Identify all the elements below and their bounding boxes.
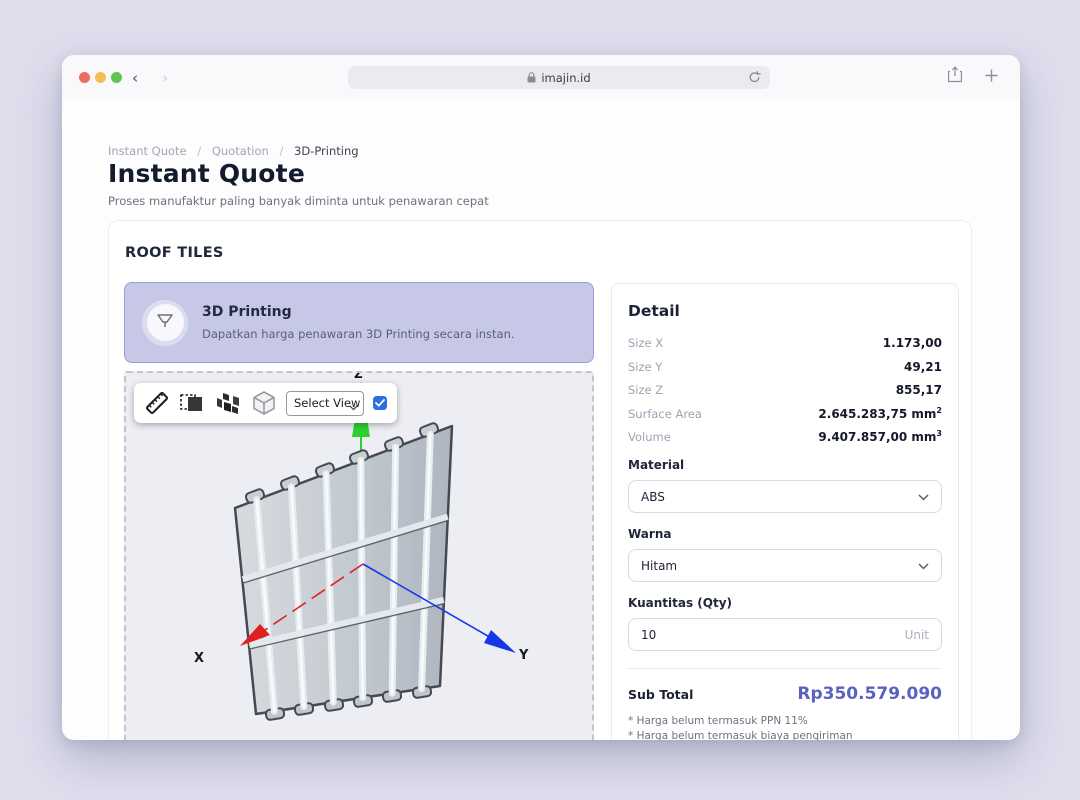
- axes-visibility-checkbox[interactable]: [373, 396, 387, 410]
- process-banner-3d-printing[interactable]: 3D Printing Dapatkan harga penawaran 3D …: [124, 282, 594, 363]
- chevron-down-icon: [349, 400, 358, 414]
- model-canvas[interactable]: Z: [126, 373, 594, 740]
- close-window-button[interactable]: [79, 72, 90, 83]
- svg-text:Z: Z: [354, 373, 363, 381]
- quantity-label: Kuantitas (Qty): [628, 596, 733, 610]
- process-title: 3D Printing: [202, 304, 292, 320]
- color-value: Hitam: [641, 558, 678, 573]
- address-bar[interactable]: imajin.id: [348, 66, 770, 89]
- price-notes: * Harga belum termasuk PPN 11% * Harga b…: [628, 714, 942, 740]
- detail-heading: Detail: [628, 302, 680, 320]
- chevron-down-icon: [918, 490, 929, 504]
- breadcrumb-instant-quote[interactable]: Instant Quote: [108, 144, 187, 158]
- quantity-value: 10: [641, 627, 657, 642]
- maximize-window-button[interactable]: [111, 72, 122, 83]
- detail-row-volume: Volume 9.407.857,00 mm3: [628, 429, 942, 444]
- breadcrumb-quotation[interactable]: Quotation: [211, 144, 269, 158]
- part-name-heading: ROOF TILES: [125, 245, 224, 261]
- detail-panel: Detail Size X 1.173,00 Size Y 49,21 Size…: [611, 283, 959, 740]
- divider: [628, 668, 942, 669]
- printer-nozzle-icon: [156, 311, 174, 335]
- color-select[interactable]: Hitam: [628, 549, 942, 582]
- material-label: Material: [628, 458, 685, 472]
- page-title: Instant Quote: [108, 159, 305, 188]
- quantity-input[interactable]: 10 Unit: [628, 618, 942, 651]
- detail-row-size-x: Size X 1.173,00: [628, 336, 942, 350]
- select-view-dropdown[interactable]: Select View: [286, 390, 364, 416]
- breadcrumb-separator: /: [279, 144, 284, 158]
- quote-card: ROOF TILES 3D Printing Dapatkan harga pe…: [108, 220, 972, 740]
- url-text: imajin.id: [541, 70, 591, 85]
- material-value: ABS: [641, 489, 665, 504]
- back-button[interactable]: ‹: [132, 69, 139, 87]
- chevron-down-icon: [918, 559, 929, 573]
- subtotal-value: Rp350.579.090: [797, 684, 942, 704]
- detail-row-size-y: Size Y 49,21: [628, 359, 942, 374]
- lock-icon: [527, 72, 536, 83]
- svg-text:Y: Y: [518, 648, 529, 663]
- color-label: Warna: [628, 527, 672, 541]
- process-icon-ring: [142, 299, 188, 346]
- model-viewer[interactable]: Z: [124, 371, 594, 740]
- share-icon[interactable]: [947, 66, 963, 87]
- breadcrumb-3d-printing: 3D-Printing: [294, 144, 359, 158]
- plus-icon[interactable]: [985, 67, 998, 86]
- quantity-unit: Unit: [904, 627, 929, 642]
- page-subtitle: Proses manufaktur paling banyak diminta …: [108, 194, 489, 208]
- browser-window: ‹ › imajin.id Instant Quote / Quotation: [62, 55, 1020, 740]
- x-axis: X: [194, 563, 364, 666]
- section-view-icon[interactable]: [179, 391, 205, 415]
- browser-chrome: ‹ › imajin.id: [62, 55, 1020, 99]
- y-axis: Y: [362, 563, 529, 663]
- minimize-window-button[interactable]: [95, 72, 106, 83]
- page-content: Instant Quote / Quotation / 3D-Printing …: [62, 99, 1020, 740]
- note-shipping: * Harga belum termasuk biaya pengiriman: [628, 730, 853, 740]
- select-view-label: Select View: [294, 396, 361, 410]
- viewer-toolbar: Select View: [134, 383, 397, 423]
- ruler-icon[interactable]: [144, 390, 170, 416]
- detail-row-size-z: Size Z 855,17: [628, 383, 942, 397]
- reload-icon[interactable]: [748, 70, 761, 87]
- subtotal-label: Sub Total: [628, 686, 694, 702]
- breadcrumb-separator: /: [197, 144, 202, 158]
- material-select[interactable]: ABS: [628, 480, 942, 513]
- process-description: Dapatkan harga penawaran 3D Printing sec…: [202, 327, 515, 341]
- svg-text:X: X: [194, 651, 204, 666]
- roof-tile-model[interactable]: [233, 422, 454, 721]
- cube-icon[interactable]: [251, 390, 277, 416]
- note-ppn: * Harga belum termasuk PPN 11%: [628, 715, 808, 727]
- forward-button[interactable]: ›: [162, 69, 169, 87]
- exploded-view-icon[interactable]: [214, 390, 242, 416]
- breadcrumb: Instant Quote / Quotation / 3D-Printing: [108, 144, 359, 158]
- detail-row-surface-area: Surface Area 2.645.283,75 mm2: [628, 405, 942, 421]
- subtotal-row: Sub Total Rp350.579.090: [628, 684, 942, 704]
